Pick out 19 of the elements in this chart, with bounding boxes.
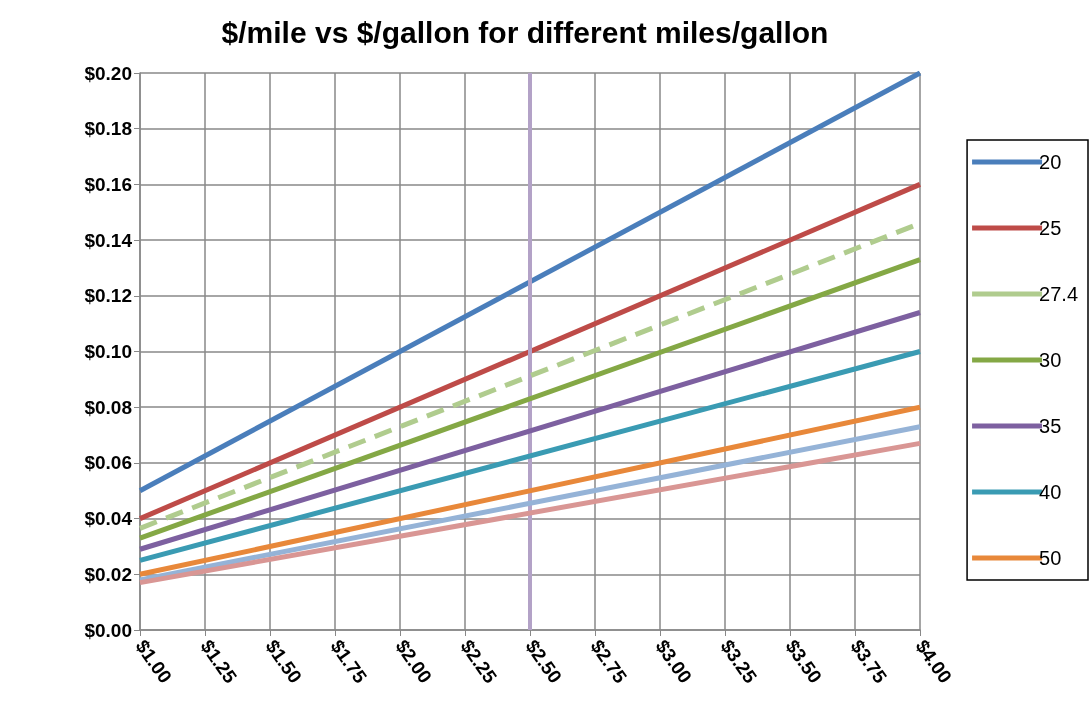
y-tick-label: $0.20: [84, 62, 132, 84]
y-tick-label: $0.04: [84, 508, 133, 530]
legend-label: 30: [1039, 349, 1062, 371]
y-tick-label: $0.06: [84, 452, 132, 474]
y-tick-label: $0.16: [84, 173, 132, 195]
y-tick-label: $0.14: [84, 229, 133, 251]
y-tick-label: $0.00: [84, 619, 132, 641]
legend-label: 50: [1039, 547, 1062, 569]
y-tick-label: $0.02: [84, 563, 132, 585]
y-tick-label: $0.10: [84, 341, 132, 362]
legend-label: 40: [1039, 481, 1062, 503]
y-tick-label: $0.08: [84, 396, 132, 418]
y-tick-label: $0.18: [84, 118, 132, 140]
legend-label: 25: [1039, 217, 1062, 239]
y-tick-label: $0.12: [84, 285, 132, 307]
legend-label: 20: [1039, 151, 1062, 173]
chart-title: $/mile vs $/gallon for different miles/gallon: [221, 15, 829, 49]
legend-label: 35: [1039, 415, 1062, 437]
legend-label: 27.4: [1039, 283, 1079, 305]
